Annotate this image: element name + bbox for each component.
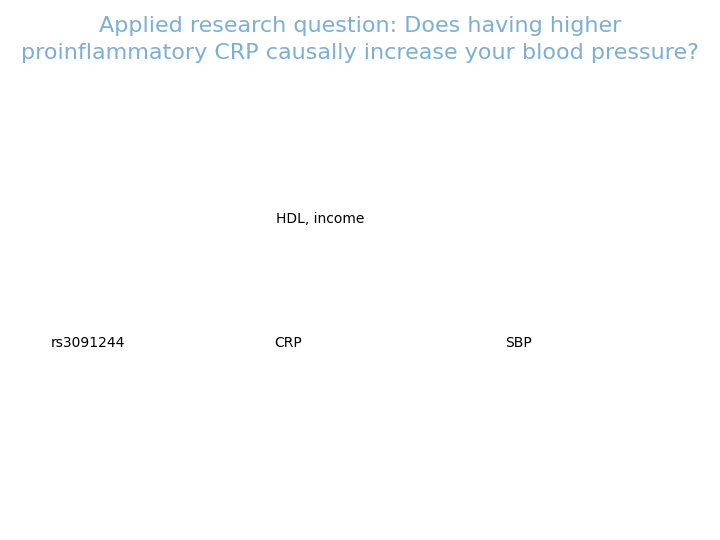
Text: HDL, income: HDL, income: [276, 212, 364, 226]
Text: rs3091244: rs3091244: [50, 336, 125, 350]
Text: CRP: CRP: [274, 336, 302, 350]
Text: Applied research question: Does having higher
proinflammatory CRP causally incre: Applied research question: Does having h…: [21, 16, 699, 63]
Text: SBP: SBP: [505, 336, 532, 350]
